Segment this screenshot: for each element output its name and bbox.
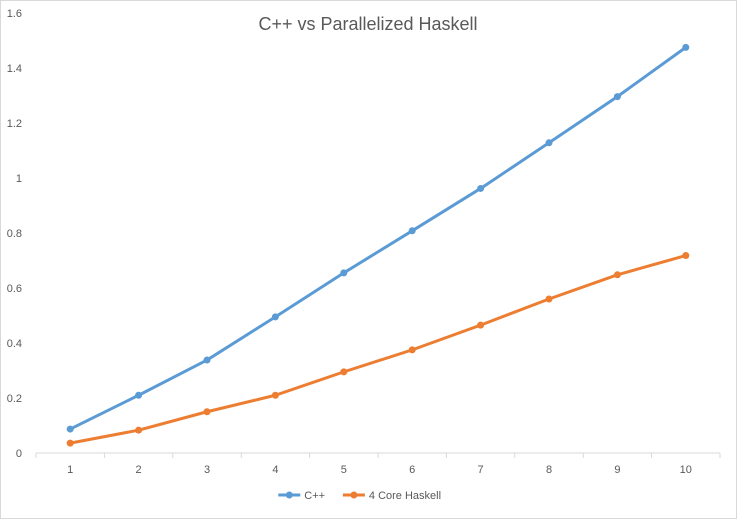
series-line-1 [68,45,688,431]
legend-swatch-marker [350,491,358,499]
data-point [545,295,553,303]
data-point [66,439,74,447]
data-point [271,313,279,321]
y-tick-label: 0.6 [7,283,22,295]
x-tick-label: 6 [409,464,415,476]
x-tick-label: 1 [67,464,73,476]
data-point [271,391,279,399]
data-point [545,139,553,147]
data-point [340,368,348,376]
legend-label: C++ [304,490,325,502]
data-point [477,184,485,192]
y-tick-label: 1 [16,173,22,185]
y-tick-label: 1.6 [7,8,22,20]
x-tick-label: 9 [614,464,620,476]
data-point [340,269,348,277]
y-tick-label: 1.4 [7,63,22,75]
data-point [682,43,690,51]
legend-swatch-marker [285,491,293,499]
data-point [135,426,143,434]
y-axis-ticks: 0 0.2 0.4 0.6 0.8 1 1.2 1.4 1.6 [7,8,22,460]
y-tick-label: 1.2 [7,118,22,130]
y-tick-label: 0.2 [7,393,22,405]
data-point [203,408,211,416]
legend: C++ 4 Core Haskell [278,490,441,502]
x-tick-label: 8 [546,464,552,476]
x-tick-label: 5 [341,464,347,476]
series-lines [66,43,690,447]
data-point [203,356,211,364]
y-tick-label: 0 [16,448,22,460]
series-line-2 [68,254,688,445]
x-tick-label: 3 [204,464,210,476]
data-point [135,391,143,399]
data-point [613,271,621,279]
chart-title: C++ vs Parallelized Haskell [258,14,477,34]
x-tick-label: 7 [478,464,484,476]
data-point [408,346,416,354]
data-point [613,93,621,101]
y-tick-label: 0.8 [7,228,22,240]
data-point [408,227,416,235]
legend-label: 4 Core Haskell [369,490,441,502]
data-point [477,321,485,329]
x-tick-label: 4 [272,464,278,476]
y-tick-label: 0.4 [7,338,22,350]
data-point [66,425,74,433]
x-tick-label: 10 [680,464,692,476]
data-point [682,252,690,260]
x-tick-label: 2 [136,464,142,476]
x-axis-ticks: 1 2 3 4 5 6 7 8 9 10 [35,453,721,476]
